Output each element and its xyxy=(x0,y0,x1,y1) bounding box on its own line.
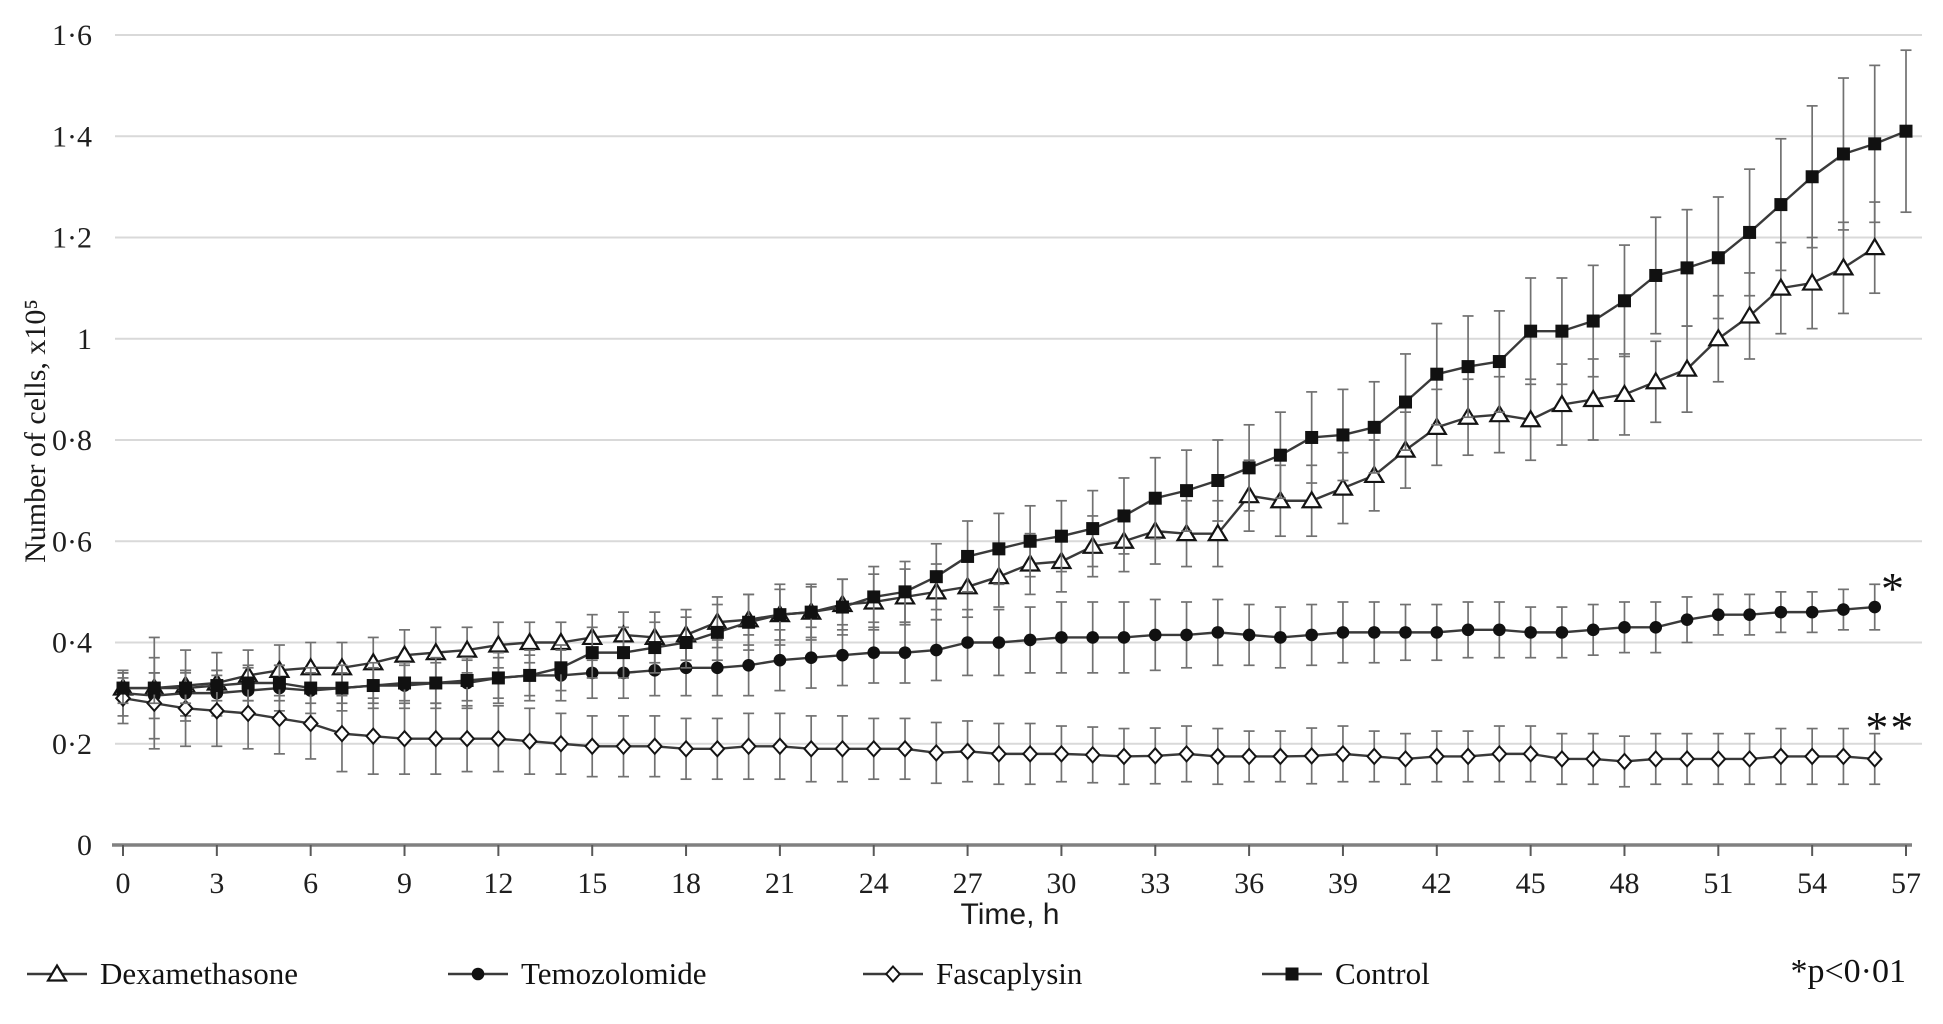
x-tick-label: 45 xyxy=(1516,867,1546,900)
series-control-line xyxy=(123,130,1907,690)
x-tick-label: 6 xyxy=(303,867,318,900)
dexamethasone-marker-icon xyxy=(27,963,87,982)
x-tick-label: 9 xyxy=(397,867,412,900)
y-tick-label: 1·6 xyxy=(52,19,92,52)
legend-label-fascaplysin: Fascaplysin xyxy=(936,956,1083,991)
x-axis: 0 3 6 9 12 15 18 21 24 27 30 33 36 39 42 45 48 51 54 57 xyxy=(112,843,1921,900)
y-tick-label: 0 xyxy=(77,829,92,862)
fascaplysin-marker-icon xyxy=(863,965,923,983)
legend-item-temozolomide: Temozolomide xyxy=(446,951,707,997)
y-tick-label: 0·6 xyxy=(52,525,92,558)
x-tick-label: 42 xyxy=(1422,867,1452,900)
series-control-error-bars xyxy=(117,49,1912,705)
x-tick-label: 54 xyxy=(1797,867,1827,900)
significance-note: *p<0·01 xyxy=(1790,953,1907,990)
gridlines xyxy=(115,34,1922,745)
y-tick-label: 0·8 xyxy=(52,424,92,457)
annotation-asterisk: * xyxy=(1881,563,1906,614)
y-tick-label: 0·4 xyxy=(52,627,92,660)
y-axis-title: Number of cells, x10⁵ xyxy=(19,299,52,563)
legend-label-temozolomide: Temozolomide xyxy=(521,956,707,991)
x-tick-label: 51 xyxy=(1703,867,1733,900)
y-tick-label: 1 xyxy=(77,323,92,356)
legend-label-control: Control xyxy=(1335,956,1430,991)
x-tick-label: 39 xyxy=(1328,867,1358,900)
legend-item-dexamethasone: Dexamethasone xyxy=(25,951,298,997)
legend-label-dexamethasone: Dexamethasone xyxy=(100,956,298,991)
y-tick-label: 1·2 xyxy=(52,222,92,255)
x-tick-label: 3 xyxy=(209,867,224,900)
legend-item-fascaplysin: Fascaplysin xyxy=(861,951,1082,997)
x-tick-label: 36 xyxy=(1234,867,1264,900)
series-fascaplysin-markers xyxy=(114,689,1883,771)
series-control-markers xyxy=(116,124,1913,695)
legend-item-control: Control xyxy=(1260,951,1430,997)
x-tick-label: 21 xyxy=(765,867,795,900)
series-control xyxy=(116,49,1913,705)
x-tick-label: 12 xyxy=(483,867,513,900)
x-tick-label: 15 xyxy=(577,867,607,900)
x-tick-label: 24 xyxy=(859,867,889,900)
x-tick-label: 33 xyxy=(1140,867,1170,900)
temozolomide-marker-icon xyxy=(448,967,508,981)
x-tick-label: 30 xyxy=(1046,867,1076,900)
control-marker-icon xyxy=(1262,967,1322,981)
series-temozolomide xyxy=(116,583,1882,720)
x-tick-label: 57 xyxy=(1891,867,1921,900)
annotation-asterisk: ** xyxy=(1865,702,1915,753)
x-tick-label: 48 xyxy=(1609,867,1639,900)
y-tick-label: 0·2 xyxy=(52,728,92,761)
y-tick-label: 1·4 xyxy=(52,120,92,153)
y-axis-labels: 0 0·2 0·4 0·6 0·8 1 1·2 1·4 1·6 xyxy=(52,19,92,862)
x-tick-label: 27 xyxy=(953,867,983,900)
x-axis-title: Time, h xyxy=(960,898,1060,931)
series-fascaplysin xyxy=(114,656,1883,788)
x-tick-label: 18 xyxy=(671,867,701,900)
series-fascaplysin-error-bars xyxy=(117,656,1881,788)
x-tick-label: 0 xyxy=(116,867,131,900)
